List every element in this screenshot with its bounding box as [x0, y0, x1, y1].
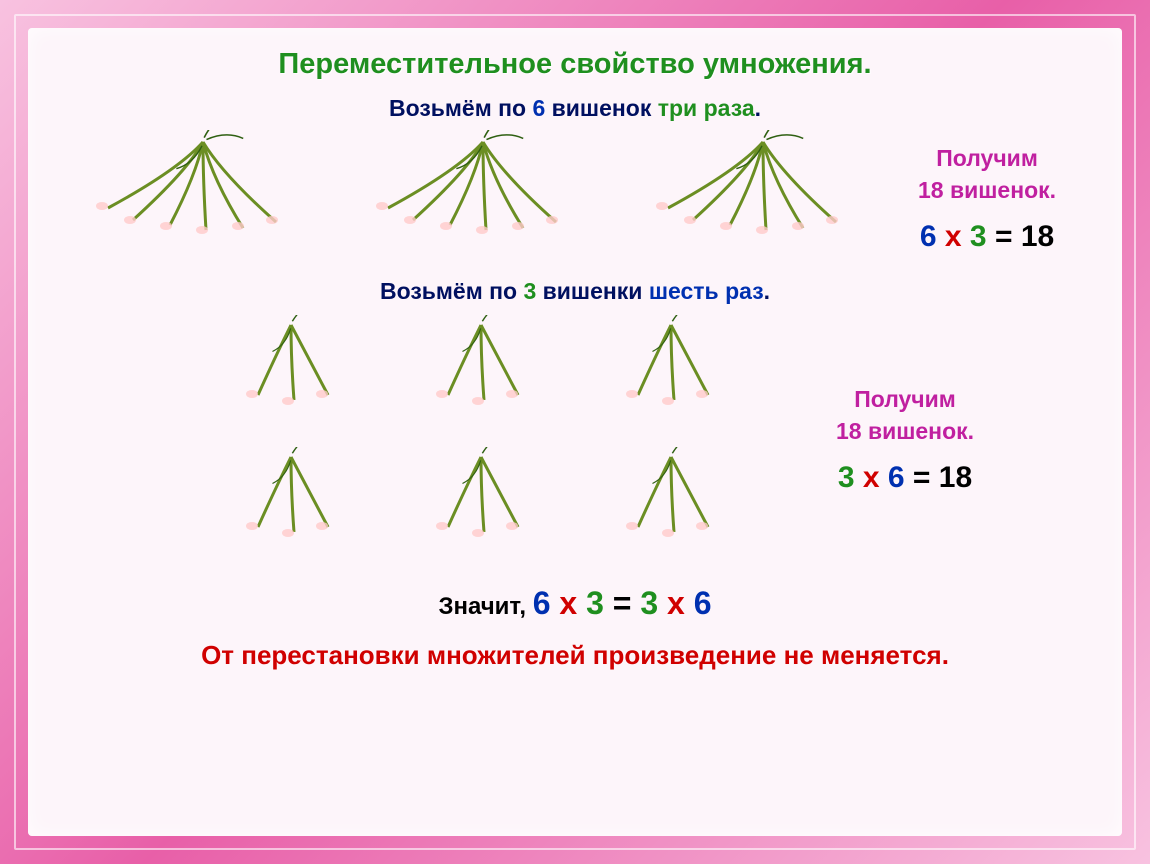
s2-eq-b: 6: [888, 461, 905, 494]
s1-eq-op: х: [945, 220, 962, 253]
s1-result-2: 18 вишенок.: [918, 174, 1056, 206]
cherry-cluster-6-icon: [358, 130, 608, 270]
s2-eq-eq: =: [905, 461, 939, 494]
s1-eq-eq: =: [987, 220, 1021, 253]
cherry-cluster-3-icon: [596, 447, 746, 567]
section1-cherries: [78, 130, 888, 270]
cherry-cluster-3-icon: [406, 447, 556, 567]
section1-sentence: Возьмём по 6 вишенок три раза.: [58, 95, 1092, 122]
s1-prefix: Возьмём по: [389, 95, 532, 121]
cherry-cluster-3-icon: [596, 315, 746, 435]
s2-prefix: Возьмём по: [380, 278, 523, 304]
s2-result-1: Получим: [836, 383, 974, 415]
s2-suffix: .: [764, 278, 770, 304]
section2-cherries: [216, 315, 746, 567]
s2-result-2: 18 вишенок.: [836, 415, 974, 447]
s2-mid: вишенки: [536, 278, 649, 304]
s2-eq-r: 18: [939, 461, 972, 494]
s1-eq-b: 3: [970, 220, 987, 253]
final-eq: =: [604, 585, 640, 621]
cherry-cluster-6-icon: [78, 130, 328, 270]
s2-count: 3: [523, 278, 536, 304]
s2-eq-a: 3: [838, 461, 855, 494]
page-title: Переместительное свойство умножения.: [58, 48, 1092, 81]
conclusion: От перестановки множителей произведение …: [58, 640, 1092, 671]
s1-times: три раза: [658, 95, 755, 121]
section2-sentence: Возьмём по 3 вишенки шесть раз.: [58, 278, 1092, 305]
cherry-cluster-3-icon: [406, 315, 556, 435]
s1-eq-a: 6: [920, 220, 937, 253]
section1-row: Получим 18 вишенок. 6 х 3 = 18: [58, 130, 1092, 270]
final-lhs-a: 6: [533, 585, 551, 621]
final-op1: х: [559, 585, 577, 621]
s2-equation: 3 х 6 = 18: [836, 457, 974, 499]
final-prefix: Значит,: [438, 593, 532, 620]
s2-times: шесть раз: [649, 278, 764, 304]
cherry-cluster-6-icon: [638, 130, 888, 270]
cherry-cluster-3-icon: [216, 315, 366, 435]
section1-result: Получим 18 вишенок. 6 х 3 = 18: [918, 142, 1056, 258]
section2-row: Получим 18 вишенок. 3 х 6 = 18: [58, 315, 1092, 567]
slide-panel: Переместительное свойство умножения. Воз…: [28, 28, 1122, 836]
s1-count: 6: [532, 95, 545, 121]
final-lhs-b: 3: [586, 585, 604, 621]
s2-eq-op: х: [863, 461, 880, 494]
final-op2: х: [667, 585, 685, 621]
final-line: Значит, 6 х 3 = 3 х 6: [58, 585, 1092, 622]
final-rhs-b: 6: [694, 585, 712, 621]
section2-result: Получим 18 вишенок. 3 х 6 = 18: [836, 383, 974, 499]
final-rhs-a: 3: [640, 585, 658, 621]
s1-equation: 6 х 3 = 18: [918, 216, 1056, 258]
s1-mid: вишенок: [545, 95, 657, 121]
s1-result-1: Получим: [918, 142, 1056, 174]
cherry-cluster-3-icon: [216, 447, 366, 567]
s1-eq-r: 18: [1021, 220, 1054, 253]
s1-suffix: .: [755, 95, 761, 121]
slide-frame: Переместительное свойство умножения. Воз…: [0, 0, 1150, 864]
